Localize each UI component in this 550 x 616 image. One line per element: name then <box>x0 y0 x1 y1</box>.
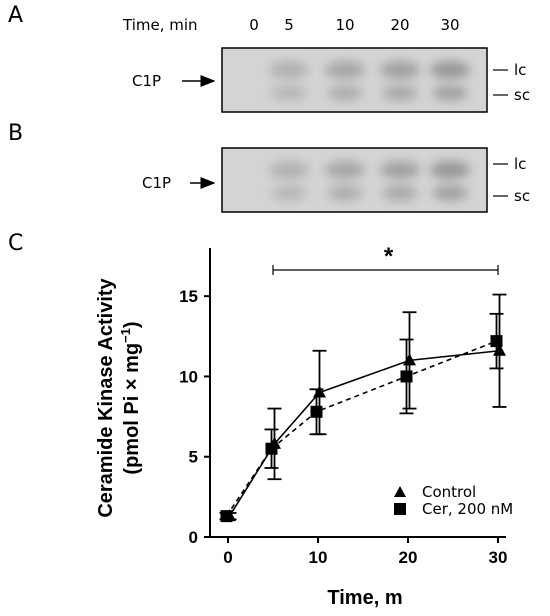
gel-band-lc <box>325 161 365 179</box>
y-axis-title-line2: (pmol Pi × mg−1) <box>118 321 143 474</box>
x-tick-label: 0 <box>223 548 232 567</box>
gel-band-sc <box>271 185 307 201</box>
gel-b-frame <box>221 147 488 213</box>
y-ticks: 0 5 10 15 <box>179 287 210 547</box>
panel-letter-b: B <box>8 121 23 146</box>
time-header: Time, min <box>122 16 198 34</box>
point-cer <box>265 442 278 455</box>
gel-band-sc <box>432 185 468 201</box>
time-point-label: 20 <box>390 16 409 34</box>
legend-triangle-icon <box>394 486 406 497</box>
point-control <box>493 343 506 356</box>
gel-band-sc <box>327 185 363 201</box>
gel-band-lc <box>430 61 470 79</box>
x-tick-label: 20 <box>399 548 418 567</box>
y-tick-label: 0 <box>189 528 198 547</box>
gel-b-bands <box>269 161 470 201</box>
point-cer <box>310 405 323 418</box>
gel-a-c1p-label: C1P <box>132 72 161 90</box>
gel-band-lc <box>325 61 365 79</box>
chart-c: 0 5 10 15 0 10 20 30 * Time, m Ceramide Kinase… <box>95 243 513 609</box>
gel-band-lc <box>380 161 420 179</box>
gel-band-sc <box>382 185 418 201</box>
y-axis-title-line1: Ceramide Kinase Activity <box>95 277 117 517</box>
time-point-label: 10 <box>335 16 354 34</box>
y-tick-label: 5 <box>189 448 198 467</box>
gel-b-c1p-label: C1P <box>142 174 171 192</box>
x-axis-title: Time, m <box>327 587 402 609</box>
legend-label-cer: Cer, 200 nM <box>422 500 513 518</box>
x-tick-label: 10 <box>309 548 328 567</box>
gel-b-sc-label: sc <box>514 187 530 205</box>
y-tick-label: 10 <box>179 367 198 386</box>
gel-band-lc <box>269 61 309 79</box>
significance-star: * <box>384 243 394 270</box>
point-cer <box>400 370 413 383</box>
gel-b: C1P lc sc <box>142 147 530 213</box>
legend-label-control: Control <box>422 483 476 501</box>
gel-band-lc <box>380 61 420 79</box>
gel-b-lc-label: lc <box>514 155 526 173</box>
y-axis-title-close: ) <box>121 321 143 328</box>
gel-a: C1P lc sc <box>132 47 530 113</box>
panel-letter-a: A <box>8 3 23 28</box>
panel-letter-c: C <box>8 231 23 256</box>
y-axis-title-sup: −1 <box>118 328 133 343</box>
time-point-label: 5 <box>284 16 294 34</box>
x-tick-label: 30 <box>489 548 508 567</box>
point-control <box>403 353 416 366</box>
point-control <box>313 385 326 398</box>
point-cer <box>490 335 503 348</box>
gel-band-sc <box>432 85 468 101</box>
y-axis-title: Ceramide Kinase Activity (pmol Pi × mg−1… <box>95 277 143 517</box>
time-point-label: 0 <box>249 16 259 34</box>
gel-band-sc <box>271 85 307 101</box>
significance-bracket: * <box>272 243 499 275</box>
point-cer <box>220 510 233 523</box>
gel-a-sc-label: sc <box>514 86 530 104</box>
gel-band-lc <box>269 161 309 179</box>
gel-band-sc <box>382 85 418 101</box>
gel-a-bands <box>269 61 470 101</box>
series-layer <box>219 293 507 523</box>
time-point-label: 30 <box>440 16 459 34</box>
gel-a-frame <box>221 47 488 113</box>
gel-band-lc <box>430 161 470 179</box>
x-ticks: 0 10 20 30 <box>223 537 507 567</box>
legend: Control Cer, 200 nM <box>394 483 513 518</box>
y-axis-title-unit: (pmol Pi × mg <box>121 343 143 475</box>
legend-square-icon <box>394 503 406 515</box>
time-point-labels: 0 5 10 20 30 <box>249 16 459 34</box>
y-tick-label: 15 <box>179 287 198 306</box>
gel-a-lc-label: lc <box>514 61 526 79</box>
gel-band-sc <box>327 85 363 101</box>
